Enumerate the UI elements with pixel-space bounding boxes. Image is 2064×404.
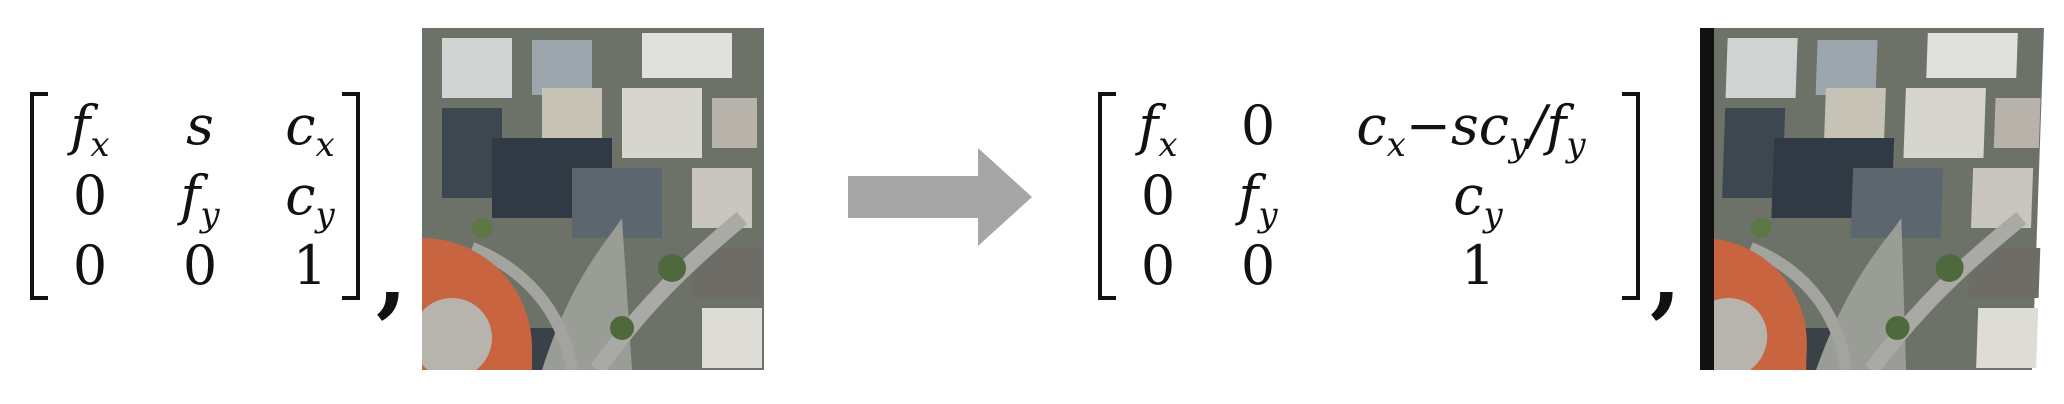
matrix-cell-fy: fy [180, 164, 220, 235]
matrix-cell-cy: cy [1453, 164, 1503, 235]
aerial-city-image [422, 28, 764, 370]
left-intrinsic-matrix: fx s cx 0 fy cy 0 0 1 [30, 92, 360, 300]
matrix-cell-zero: 0 [1140, 164, 1176, 227]
matrix-cell-skew-corrected-cx: cx−scy/fy [1356, 94, 1586, 165]
matrix-cell-zero: 0 [72, 164, 108, 227]
right-bracket [1622, 92, 1640, 300]
right-arrow-icon [848, 148, 1032, 246]
matrix-cell-one: 1 [292, 234, 328, 297]
matrix-cell-zero: 0 [1140, 234, 1176, 297]
comma-separator: , [376, 222, 408, 328]
matrix-cell-zero: 0 [1240, 94, 1276, 157]
matrix-cell-fx: fx [70, 94, 110, 165]
matrix-cell-fx: fx [1138, 94, 1178, 165]
left-bracket [1098, 92, 1116, 300]
right-intrinsic-matrix: fx 0 cx−scy/fy 0 fy cy 0 0 1 [1098, 92, 1640, 300]
matrix-cell-zero: 0 [1240, 234, 1276, 297]
matrix-cell-cy: cy [285, 164, 335, 235]
matrix-cell-s: s [186, 94, 214, 157]
matrix-cell-zero: 0 [182, 234, 218, 297]
matrix-cell-cx: cx [285, 94, 335, 165]
matrix-cell-one: 1 [1460, 234, 1496, 297]
matrix-cell-fy: fy [1238, 164, 1278, 235]
matrix-cell-zero: 0 [72, 234, 108, 297]
right-bracket [342, 92, 360, 300]
left-bracket [30, 92, 48, 300]
comma-separator: , [1650, 222, 1682, 328]
aerial-city-image-sheared [1700, 28, 2044, 370]
